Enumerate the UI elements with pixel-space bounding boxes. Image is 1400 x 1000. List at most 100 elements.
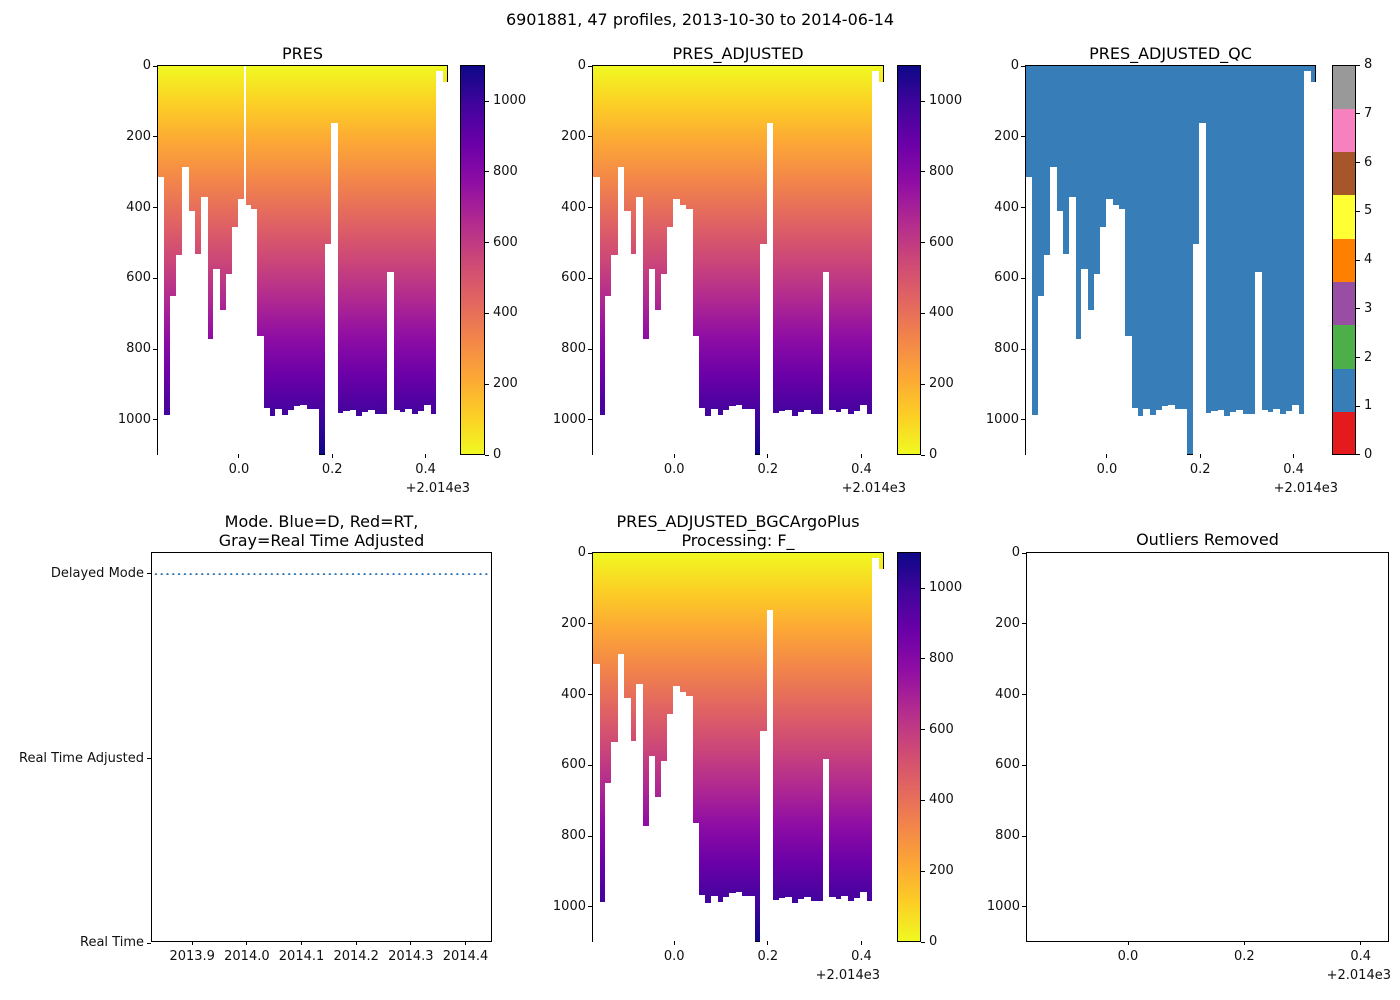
profile-gap-mask (207, 338, 214, 456)
profile-gap-mask (760, 244, 768, 456)
profile-gap-mask (654, 310, 662, 456)
y-tick-mark (1021, 277, 1025, 279)
y-tick-mark (588, 552, 592, 554)
profile-gap-mask (337, 413, 345, 456)
y-tick-label: 200 (995, 615, 1020, 631)
profile-gap-mask (1304, 71, 1312, 456)
colorbar-tick-label: 200 (493, 376, 518, 392)
profile-gap-mask (1199, 122, 1206, 456)
y-tick-mark (588, 419, 592, 421)
profile-gap-mask (1093, 274, 1101, 456)
colorbar-tick-mark (921, 312, 925, 314)
x-tick-mark (1199, 454, 1201, 458)
profile-gap-mask (331, 122, 338, 456)
y-tick-label: 200 (126, 128, 151, 144)
profile-gap-mask (779, 898, 786, 943)
profile-gap-mask (592, 664, 600, 943)
y-tick-label: 600 (126, 270, 151, 286)
colorbar-tick-label: 1000 (929, 93, 963, 109)
profile-gap-mask (374, 413, 382, 456)
axes-mode: 2013.9 2014.0 2014.1 2014.2 2014.3 2014.4 Dela… (19, 552, 492, 964)
profile-gap-mask (617, 653, 625, 943)
y-tick-label: 600 (995, 757, 1020, 773)
profile-gap-mask (654, 797, 662, 943)
x-tick-mark (238, 454, 240, 458)
profile-gap-mask (872, 558, 880, 943)
title-mode: Mode. Blue=D, Red=RT, Gray=Real Time Adj… (218, 512, 425, 550)
colorbar-tick-mark (485, 242, 489, 244)
profile-gap-mask (673, 686, 681, 943)
profile-gap-mask (1217, 410, 1225, 456)
y-tick-mark (153, 207, 157, 209)
title-pres-adjusted-qc: PRES_ADJUSTED_QC (1089, 44, 1252, 63)
profile-gap-mask (1180, 408, 1188, 456)
profile-gap-mask (281, 414, 289, 456)
y-tick-label: 600 (561, 757, 586, 773)
x-tick-label: 2014.4 (442, 949, 489, 964)
profile-gap-mask (803, 897, 811, 943)
y-tick-label: 400 (561, 686, 586, 702)
axes-pres-adjusted: 0.0 0.2 0.4 0 200 400 600 800 1000 +2.014e3 (553, 58, 906, 496)
x-tick-label: 0.4 (1283, 462, 1304, 477)
profile-gap-mask (642, 338, 650, 456)
colorbar-tick-label: 800 (493, 163, 518, 179)
colorbar-tick-label: 0 (493, 447, 502, 462)
profile-gap-mask (611, 254, 619, 456)
profile-gap-mask (1205, 413, 1213, 456)
x-tick-label: 2013.9 (169, 949, 215, 964)
profile-gap-mask (797, 899, 805, 943)
x-tick-label: 0.2 (757, 462, 779, 477)
y-tick-label: 600 (994, 270, 1019, 286)
profile-gap-mask (1192, 244, 1200, 456)
y-tick-mark (1021, 207, 1025, 209)
profile-gap-mask (405, 408, 413, 456)
x-tick-mark (246, 941, 248, 945)
profile-gap-mask (231, 227, 239, 456)
profile-gap-mask (399, 412, 406, 456)
title-outliers: Outliers Removed (1136, 530, 1279, 549)
profile-gap-mask (1099, 227, 1107, 456)
profile-gap-mask (250, 208, 258, 456)
x-tick-label: 0.4 (851, 462, 872, 477)
y-tick-label: 0 (577, 545, 586, 560)
y-tick-label: 1000 (985, 411, 1019, 427)
colorbar-tick-label: 1 (1364, 398, 1373, 414)
profile-gap-mask (306, 408, 314, 456)
profile-gap-mask (598, 414, 606, 456)
profile-gap-mask (1050, 166, 1058, 456)
profile-gap-mask (1273, 408, 1281, 456)
y-tick-label: Real Time (80, 935, 144, 950)
y-tick-mark (147, 573, 151, 575)
profile-gap-mask (648, 269, 656, 456)
profile-gap-mask (1149, 414, 1157, 456)
colorbar-tick-label: 5 (1364, 203, 1373, 219)
profile-gap-mask (629, 740, 637, 943)
profile-gap-mask (1223, 415, 1231, 456)
profile-gap-mask (741, 408, 749, 456)
profile-gap-mask (636, 196, 643, 456)
profile-gap-mask (1075, 338, 1082, 456)
x-axis-offset-label: +2.014e3 (1326, 968, 1391, 983)
profile-gap-mask (716, 901, 724, 943)
profile-gap-mask (741, 895, 749, 943)
y-tick-label: 1000 (552, 411, 586, 427)
y-tick-mark (588, 835, 592, 837)
profile-gap-mask (1025, 177, 1033, 456)
x-tick-mark (1293, 454, 1295, 458)
y-tick-label: 1000 (986, 898, 1020, 914)
profile-gap-mask (779, 411, 786, 456)
profile-gap-mask (704, 416, 712, 456)
profile-gap-mask (878, 81, 886, 456)
profile-gap-mask (170, 296, 177, 456)
surface-gap-line (244, 66, 246, 205)
profile-gap-mask (1056, 210, 1064, 456)
y-tick-label: 800 (995, 828, 1020, 844)
profile-gap-mask (679, 204, 687, 456)
profile-gap-mask (723, 896, 730, 943)
profile-gap-mask (1310, 81, 1318, 456)
colorbar-tick-mark (921, 799, 925, 801)
profile-gap-mask (772, 413, 780, 456)
y-tick-mark (588, 65, 592, 67)
colorbar-tick-mark (1356, 65, 1360, 66)
y-tick-label: 400 (561, 199, 586, 215)
